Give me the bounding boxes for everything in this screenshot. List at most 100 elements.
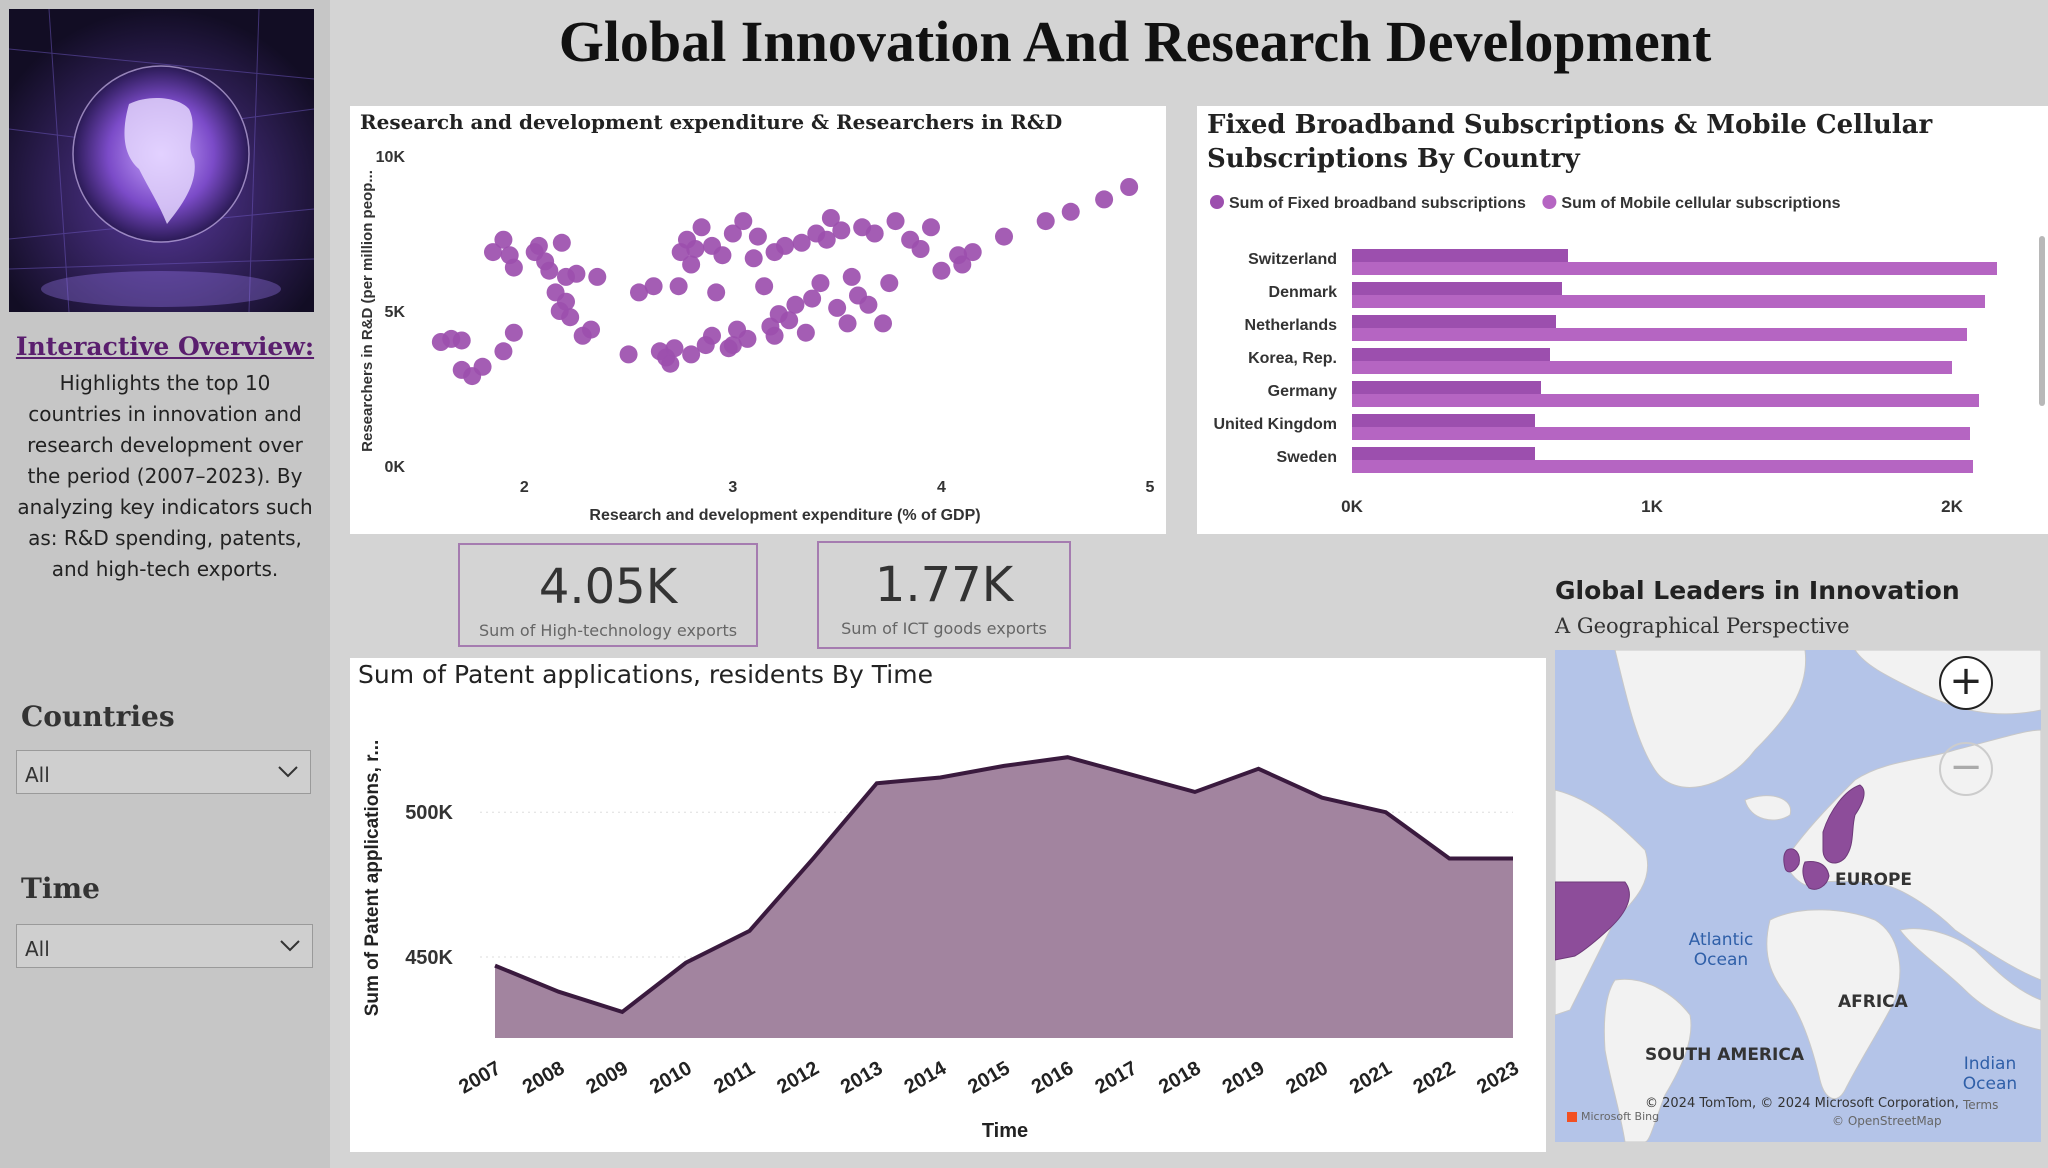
bar-fixed-broadband — [1352, 414, 1535, 427]
scatter-chart-card[interactable]: Research and development expenditure & R… — [350, 106, 1166, 534]
category-label: United Kingdom — [1213, 416, 1337, 433]
x-tick-label: 5 — [1146, 479, 1155, 496]
chevron-down-icon — [278, 766, 298, 778]
scatter-point — [540, 261, 559, 280]
sidebar: Interactive Overview: Highlights the top… — [0, 0, 330, 1168]
map-label-atlantic: Atlantic Ocean — [1688, 930, 1754, 970]
x-tick-label: 2016 — [1028, 1057, 1078, 1098]
bar-mobile-cellular — [1352, 427, 1970, 440]
map-credit: © 2024 TomTom, © 2024 Microsoft Corporat… — [1645, 1096, 1959, 1111]
scatter-point — [504, 258, 523, 277]
minus-icon: − — [1949, 744, 1983, 790]
x-tick-label: 2021 — [1346, 1057, 1396, 1098]
map-bing-logo: Microsoft Bing — [1567, 1110, 1659, 1123]
scatter-point — [859, 295, 878, 314]
x-tick-label: 2008 — [519, 1057, 569, 1098]
bar-chart-title: Fixed Broadband Subscriptions & Mobile C… — [1207, 110, 1933, 174]
world-map[interactable]: + − EUROPE AFRICA SOUTH AMERICA Atlantic… — [1555, 650, 2041, 1142]
scatter-point — [703, 326, 721, 345]
scatter-point — [755, 277, 774, 296]
scatter-point — [776, 236, 794, 255]
bar-mobile-cellular — [1352, 361, 1952, 374]
map-label-south-america: SOUTH AMERICA — [1645, 1045, 1804, 1065]
y-axis-label: Sum of Patent applications, r... — [362, 740, 383, 1017]
kpi-high-tech-exports: 4.05K Sum of High-technology exports — [458, 543, 758, 647]
scatter-point — [713, 246, 732, 265]
scatter-chart: 0K 5K 10K 2 3 4 5 Research and development expe… — [359, 149, 1155, 524]
map-terms-link[interactable]: Terms — [1963, 1098, 1999, 1112]
scatter-point — [886, 212, 905, 231]
area-fill — [495, 757, 1513, 1038]
category-label: Korea, Rep. — [1248, 350, 1337, 367]
y-tick-label: 5K — [385, 304, 406, 321]
map-label-indian: Indian Ocean — [1962, 1054, 2018, 1094]
scatter-point — [734, 212, 753, 231]
bar-chart-card[interactable]: Fixed Broadband Subscriptions & Mobile C… — [1197, 106, 2048, 534]
x-tick-label: 2020 — [1282, 1057, 1332, 1098]
time-filter-label: Time — [21, 872, 100, 905]
x-tick-label: 0K — [1341, 497, 1363, 516]
scatter-point — [911, 240, 930, 258]
scatter-point — [644, 277, 663, 296]
scatter-point — [765, 326, 784, 345]
category-label: Denmark — [1269, 284, 1338, 301]
x-tick-label: 2019 — [1219, 1057, 1269, 1098]
scatter-point — [692, 218, 711, 237]
x-tick-label: 2011 — [710, 1057, 759, 1098]
scatter-point — [865, 224, 884, 243]
area-chart: 450K 500K 2007 2008 2009 2010 2011 2012 2013 2014… — [362, 740, 1523, 1142]
zoom-in-button[interactable]: + — [1939, 656, 1993, 710]
kpi-ict-goods-exports: 1.77K Sum of ICT goods exports — [817, 541, 1071, 649]
map-bing-text: Microsoft Bing — [1581, 1110, 1660, 1123]
scatter-point — [922, 218, 940, 237]
kpi-label: Sum of ICT goods exports — [841, 619, 1047, 638]
scatter-point — [786, 295, 805, 314]
bar-fixed-broadband — [1352, 315, 1556, 328]
scatter-point — [529, 236, 548, 255]
scatter-point — [995, 227, 1013, 246]
scatter-point — [828, 298, 847, 317]
x-tick-label: 4 — [937, 479, 946, 496]
x-tick-label: 2K — [1941, 497, 1963, 516]
x-tick-label: 2012 — [773, 1057, 823, 1098]
scatter-point — [723, 224, 742, 243]
bar-mobile-cellular — [1352, 394, 1979, 407]
plus-icon: + — [1949, 658, 1983, 704]
map-label-africa: AFRICA — [1838, 992, 1908, 1012]
x-tick-label: 2010 — [646, 1057, 696, 1098]
bar-fixed-broadband — [1352, 348, 1550, 361]
time-dropdown[interactable]: All — [16, 924, 313, 968]
y-axis-label: Researchers in R&D (per million peop... — [359, 170, 376, 452]
scatter-point — [1061, 202, 1080, 221]
scatter-point — [744, 249, 763, 268]
scatter-point — [504, 323, 523, 342]
area-chart-card[interactable]: Sum of Patent applications, residents By… — [350, 658, 1546, 1152]
x-axis-label: Research and development expenditure (% … — [589, 507, 980, 524]
scatter-point — [723, 336, 742, 355]
zoom-out-button[interactable]: − — [1939, 742, 1993, 796]
scatter-point — [1095, 190, 1114, 209]
scatter-point — [1036, 212, 1055, 231]
scatter-point — [842, 267, 861, 286]
scatter-point — [838, 314, 857, 333]
scatter-point — [821, 209, 840, 227]
chevron-down-icon — [280, 940, 300, 952]
scatter-point — [661, 354, 680, 373]
x-tick-label: 2015 — [964, 1057, 1014, 1098]
scatter-point — [452, 331, 471, 350]
x-tick-label: 1K — [1641, 497, 1663, 516]
category-label: Germany — [1268, 383, 1337, 400]
scatter-point — [552, 233, 571, 252]
legend-marker — [1542, 195, 1557, 209]
microsoft-logo-icon — [1567, 1112, 1577, 1122]
scatter-point — [557, 292, 575, 311]
scatter-point — [588, 267, 607, 286]
page-title: Global Innovation And Research Developme… — [558, 9, 1712, 74]
globe-hero-image — [9, 9, 314, 312]
map-osm-credit: © OpenStreetMap — [1832, 1114, 1942, 1128]
scatter-chart-title: Research and development expenditure & R… — [360, 110, 1063, 134]
scatter-point — [494, 342, 513, 361]
bar-mobile-cellular — [1352, 460, 1973, 473]
countries-dropdown[interactable]: All — [16, 750, 311, 794]
bar-chart-scrollbar[interactable] — [2039, 236, 2045, 406]
